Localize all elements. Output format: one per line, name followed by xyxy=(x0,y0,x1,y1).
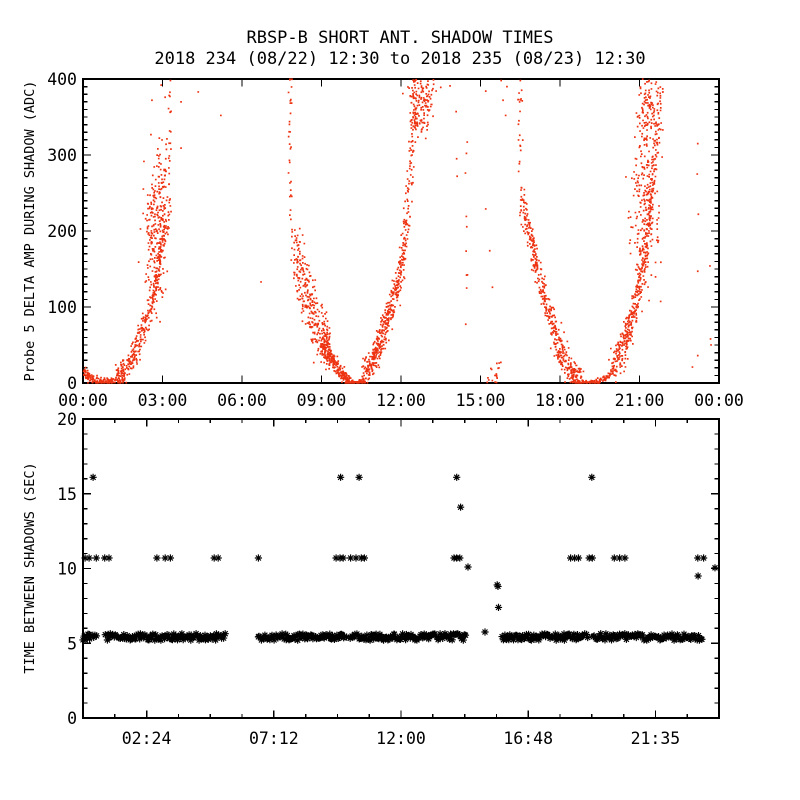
bottom-panel-ticks xyxy=(83,418,719,719)
x-tick-label: 07:12 xyxy=(249,729,299,748)
y-tick-label: 200 xyxy=(47,222,77,241)
y-tick-label: 15 xyxy=(57,485,77,504)
scatter-points-asterisks xyxy=(79,473,719,644)
top-panel: Probe 5 DELTA AMP DURING SHADOW (ADC) 00… xyxy=(22,70,744,410)
y-tick-label: 10 xyxy=(57,560,77,579)
top-panel-ticks xyxy=(82,78,720,384)
y-tick-label: 0 xyxy=(67,709,77,728)
y-tick-label: 20 xyxy=(57,410,77,429)
scatter-points-red xyxy=(82,78,712,384)
y-tick-label: 0 xyxy=(67,374,77,393)
y-tick-label: 100 xyxy=(47,298,77,317)
x-tick-label: 06:00 xyxy=(217,391,267,410)
bottom-panel-frame xyxy=(82,418,720,719)
y-tick-label: 400 xyxy=(47,70,77,89)
top-y-axis-title: Probe 5 DELTA AMP DURING SHADOW (ADC) xyxy=(22,81,38,382)
bottom-panel-tick-labels: 02:24 07:12 12:00 16:48 21:35 0 5 10 15 20 xyxy=(57,410,680,748)
x-tick-label: 16:48 xyxy=(503,729,553,748)
x-tick-label: 21:35 xyxy=(631,729,681,748)
x-tick-label: 00:00 xyxy=(58,391,108,410)
top-panel-tick-labels: 00:00 03:00 06:00 09:00 12:00 15:00 18:00 21:00… xyxy=(47,70,744,410)
x-tick-label: 12:00 xyxy=(376,391,426,410)
x-tick-label: 12:00 xyxy=(376,729,426,748)
x-tick-label: 03:00 xyxy=(138,391,188,410)
plot-title: RBSP-B SHORT ANT. SHADOW TIMES xyxy=(246,28,553,48)
x-tick-label: 21:00 xyxy=(615,391,665,410)
x-tick-label: 09:00 xyxy=(297,391,347,410)
x-tick-label: 00:00 xyxy=(694,391,744,410)
plot-subtitle: 2018 234 (08/22) 12:30 to 2018 235 (08/2… xyxy=(154,49,645,69)
bottom-y-axis-title: TIME BETWEEN SHADOWS (SEC) xyxy=(22,462,38,673)
bottom-panel: TIME BETWEEN SHADOWS (SEC) 02:24 07:12 12:… xyxy=(22,410,720,748)
x-tick-label: 18:00 xyxy=(535,391,585,410)
y-tick-label: 5 xyxy=(67,634,77,653)
x-tick-label: 15:00 xyxy=(456,391,506,410)
x-tick-label: 02:24 xyxy=(122,729,172,748)
y-tick-label: 300 xyxy=(47,146,77,165)
